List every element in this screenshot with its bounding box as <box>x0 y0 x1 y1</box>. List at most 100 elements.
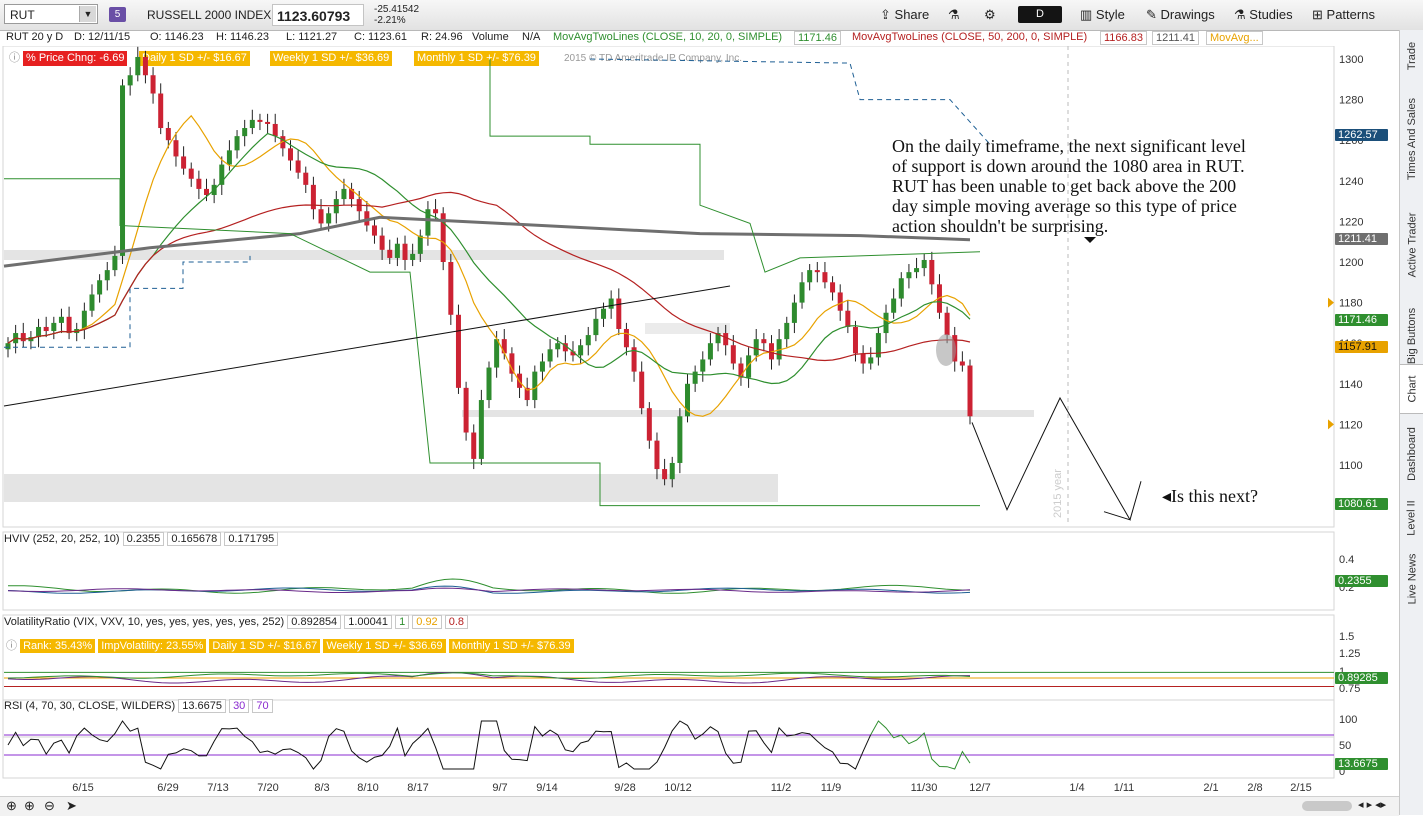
candle-up <box>478 400 484 459</box>
x-tick-label: 10/12 <box>664 782 692 794</box>
candle-up <box>555 343 561 350</box>
scroll-arrows-icon[interactable]: ◂ ▸ ◂▸ <box>1358 799 1387 811</box>
candle-down <box>188 168 194 179</box>
volratio-info-icon[interactable]: ⓘ <box>6 640 17 652</box>
info-bar: RUT 20 y D D: 12/11/15 O: 1146.23 H: 114… <box>4 30 1334 46</box>
studies-label: Studies <box>1249 7 1293 22</box>
hviv-v2: 0.165678 <box>167 532 222 546</box>
zoom-out-icon[interactable]: ⊖ <box>44 798 55 813</box>
candle-up <box>394 243 400 258</box>
pct-price-change-badge: % Price Chng: -6.69 <box>23 51 128 66</box>
pointer-icon[interactable]: ➤ <box>66 798 77 813</box>
candle-up <box>883 312 889 334</box>
candle-down <box>852 326 858 354</box>
upper-sd-band <box>489 59 981 273</box>
candle-up <box>58 316 64 323</box>
gear-icon[interactable]: ⚙ <box>984 7 996 22</box>
style-label: Style <box>1095 7 1125 22</box>
candle-up <box>417 235 423 254</box>
range-label: R: 24.96 <box>421 31 463 43</box>
patterns-label: Patterns <box>1326 7 1375 22</box>
tab-active-trader[interactable]: Active Trader <box>1400 196 1423 294</box>
y-tick-label: 1240 <box>1339 176 1363 188</box>
tab-times-and-sales[interactable]: Times And Sales <box>1400 84 1423 194</box>
monthly-sd-badge: Monthly 1 SD +/- $76.39 <box>414 51 539 66</box>
candle-down <box>616 298 622 329</box>
share-button[interactable]: ⇪ Share <box>880 5 929 25</box>
tab-trade[interactable]: Trade <box>1400 30 1423 82</box>
candle-up <box>326 213 332 224</box>
x-tick-label: 2/1 <box>1203 782 1218 794</box>
candle-down <box>723 333 729 346</box>
candle-down <box>440 213 446 262</box>
tab-live-news-label: Live News <box>1406 553 1418 605</box>
index-name: RUSSELL 2000 INDEX <box>147 8 272 22</box>
candle-down <box>738 363 744 378</box>
price-chart[interactable]: 1100112011401160118012001220124012601280… <box>0 46 1399 796</box>
x-tick-label: 9/7 <box>492 782 507 794</box>
candle-down <box>349 188 355 200</box>
zoom-in-icon[interactable]: ⊕ <box>24 798 35 813</box>
pencil-icon: ✎ <box>1146 7 1157 22</box>
rsi-line-mid <box>580 720 872 770</box>
copyright-text: 2015 © TD Ameritrade IP Company, Inc. <box>564 53 743 64</box>
candle-up <box>89 294 95 311</box>
vr-daily-sd-badge: Daily 1 SD +/- $16.67 <box>209 639 321 653</box>
symbol-selector[interactable]: RUT ▼ <box>4 4 98 24</box>
candle-up <box>715 333 721 344</box>
tab-level-ii[interactable]: Level II <box>1400 494 1423 542</box>
candle-up <box>753 339 759 356</box>
candle-up <box>135 56 141 76</box>
volume-label: Volume <box>472 31 509 43</box>
tab-dashboard[interactable]: Dashboard <box>1400 416 1423 492</box>
ma20-line <box>7 132 971 385</box>
ma2-value2: 1211.41 <box>1152 31 1199 45</box>
rsi-last-box: 13.6675 <box>1335 758 1388 770</box>
info-circle-icon[interactable]: ⓘ <box>9 52 20 64</box>
candle-down <box>402 243 408 260</box>
vr-y-tick: 1.5 <box>1339 631 1354 643</box>
tab-chart[interactable]: Chart <box>1400 364 1423 414</box>
candle-up <box>81 310 87 329</box>
symbol-link-badge[interactable]: 5 <box>109 7 126 22</box>
candle-down <box>371 225 377 236</box>
candle-down <box>944 312 950 336</box>
candle-down <box>730 345 736 364</box>
candle-up <box>341 188 347 200</box>
lower-dashed-band <box>4 255 251 348</box>
x-tick-label: 7/20 <box>257 782 278 794</box>
crosshair-icon[interactable]: ⊕ <box>6 798 17 813</box>
studies-button[interactable]: ⚗ Studies <box>1234 5 1293 25</box>
toolbar: RUT ▼ 5 RUSSELL 2000 INDEX 1123.60793 -2… <box>0 0 1423 31</box>
patterns-icon: ⊞ <box>1312 7 1323 22</box>
y-tick-label: 1120 <box>1339 419 1363 431</box>
tab-live-news[interactable]: Live News <box>1400 544 1423 614</box>
candle-up <box>425 209 431 236</box>
aggregation-button[interactable]: D <box>1018 6 1062 23</box>
volratio-name: VolatilityRatio (VIX, VXV, 10, yes, yes,… <box>4 616 285 628</box>
last-price-box: 1123.60793 <box>272 4 364 26</box>
chevron-down-icon[interactable]: ▼ <box>79 6 96 22</box>
flask-icon[interactable]: ⚗ <box>948 7 960 22</box>
rsi-line-recent <box>870 720 971 770</box>
style-button[interactable]: ▥ Style <box>1080 5 1125 25</box>
candle-up <box>410 253 416 260</box>
x-tick-label: 2/8 <box>1247 782 1262 794</box>
rsi-os: 30 <box>229 699 250 713</box>
patterns-button[interactable]: ⊞ Patterns <box>1312 5 1375 25</box>
tab-dashboard-label: Dashboard <box>1406 427 1419 481</box>
tab-active-trader-label: Active Trader <box>1406 212 1418 278</box>
drawings-button[interactable]: ✎ Drawings <box>1146 5 1215 25</box>
ma1-value: 1171.46 <box>794 31 841 45</box>
candle-down <box>295 160 301 173</box>
candle-up <box>906 272 912 279</box>
horizontal-scrollbar[interactable] <box>1302 801 1352 811</box>
candle-down <box>646 408 652 441</box>
upper-dashed-band <box>589 58 991 145</box>
candle-up <box>898 278 904 299</box>
question-annotation: ◂Is this next? <box>1162 486 1258 506</box>
x-tick-label: 1/11 <box>1114 782 1135 794</box>
candle-down <box>66 316 72 334</box>
candle-down <box>631 347 637 372</box>
volume-value: N/A <box>522 31 541 43</box>
